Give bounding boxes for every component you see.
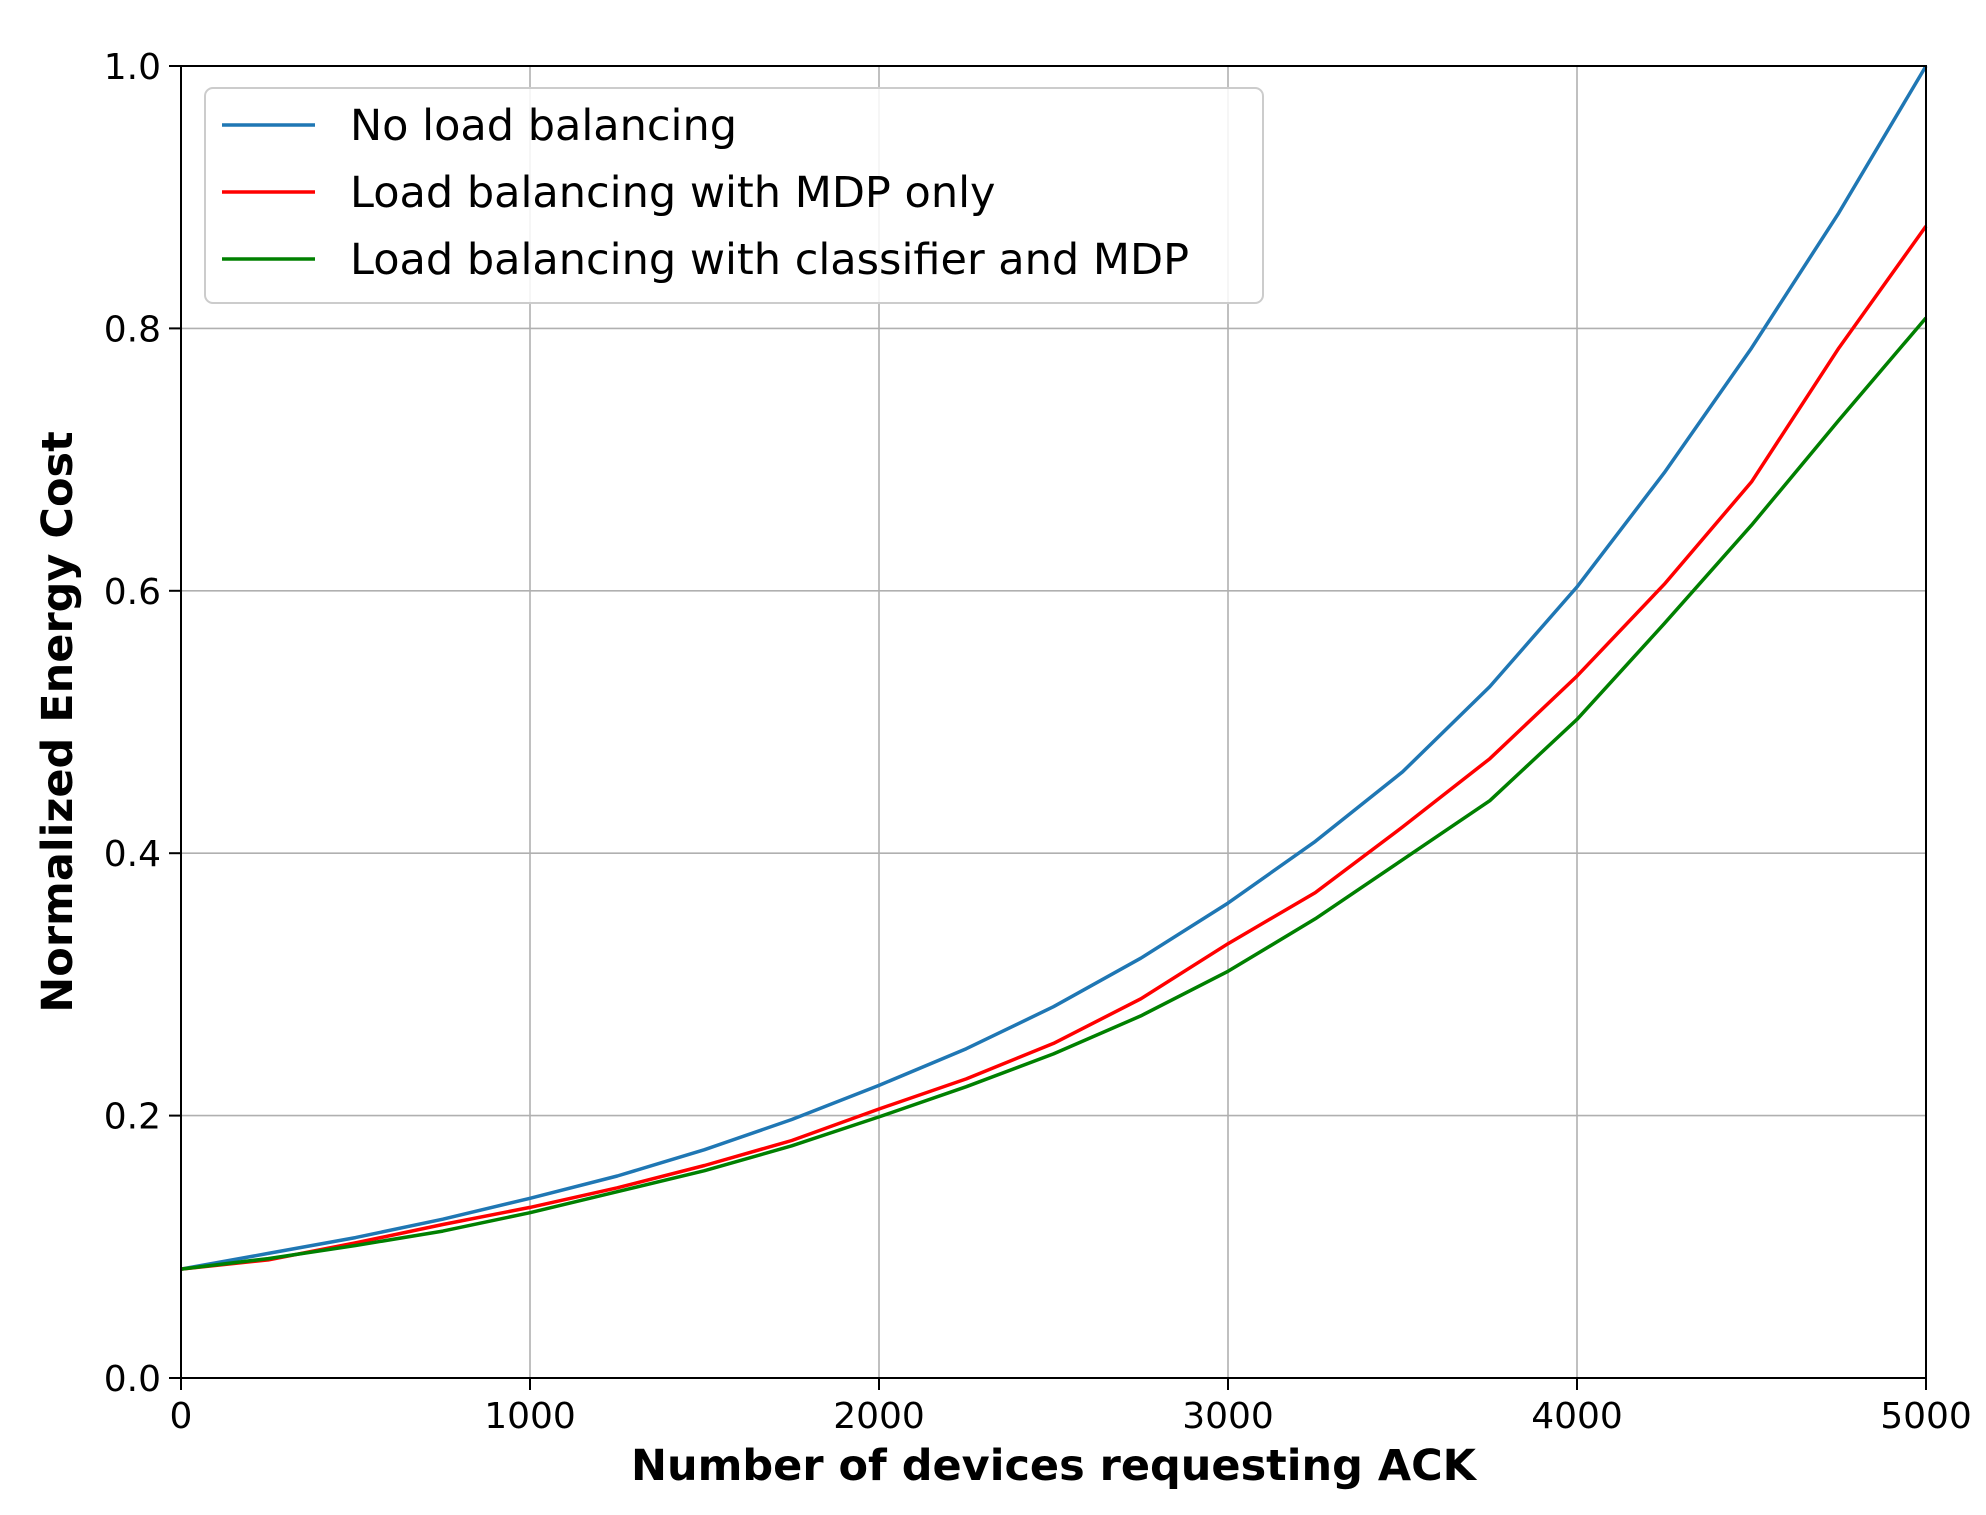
data-series: [180, 65, 1928, 1271]
x-tick-label: 4000: [1531, 1396, 1623, 1437]
y-tick-label: 1.0: [104, 47, 161, 88]
plot-frame: [180, 65, 1927, 1379]
legend: No load balancing Load balancing with MDP…: [204, 87, 1264, 304]
y-tick-label: 0.0: [104, 1359, 161, 1400]
y-tick-label: 0.2: [104, 1097, 161, 1138]
axis-ticks: 0 1000 2000 3000 4000 5000 0.0 0.2 0.4 0.6 0.8 1.0: [104, 47, 1972, 1437]
legend-label-2: Load balancing with MDP only: [350, 168, 995, 218]
x-tick-label: 2000: [833, 1396, 925, 1437]
x-tick-label: 3000: [1182, 1396, 1274, 1437]
series-line-1: [180, 65, 1928, 1271]
series-line-2: [180, 225, 1928, 1271]
series-line-3: [180, 316, 1928, 1271]
y-axis-title: Normalized Energy Cost: [33, 431, 83, 1012]
y-tick-label: 0.4: [104, 834, 161, 875]
legend-box: [204, 87, 1264, 304]
y-tick-label: 0.8: [104, 309, 161, 350]
y-tick-label: 0.6: [104, 572, 161, 613]
legend-label-3: Load balancing with classifier and MDP: [350, 235, 1189, 285]
x-tick-label: 1000: [484, 1396, 576, 1437]
legend-label-1: No load balancing: [350, 101, 737, 151]
x-tick-label: 5000: [1880, 1396, 1972, 1437]
x-tick-label: 0: [170, 1396, 193, 1437]
x-axis-title: Number of devices requesting ACK: [631, 1441, 1478, 1491]
